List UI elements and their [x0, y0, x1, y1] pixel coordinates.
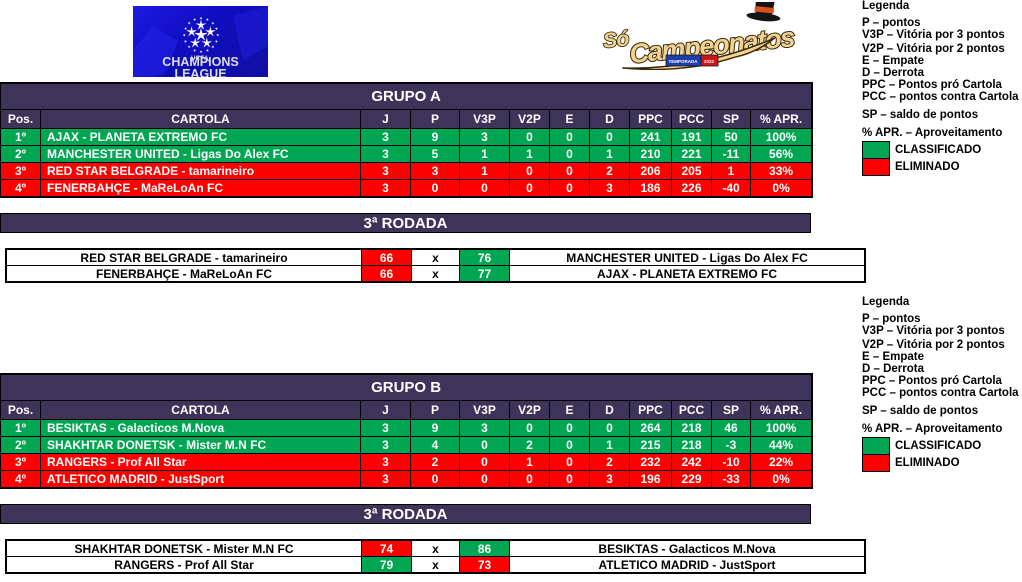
svg-text:2022: 2022: [704, 59, 715, 64]
svg-text:TEMPORADA: TEMPORADA: [669, 59, 699, 64]
svg-text:Só: Só: [602, 27, 631, 53]
